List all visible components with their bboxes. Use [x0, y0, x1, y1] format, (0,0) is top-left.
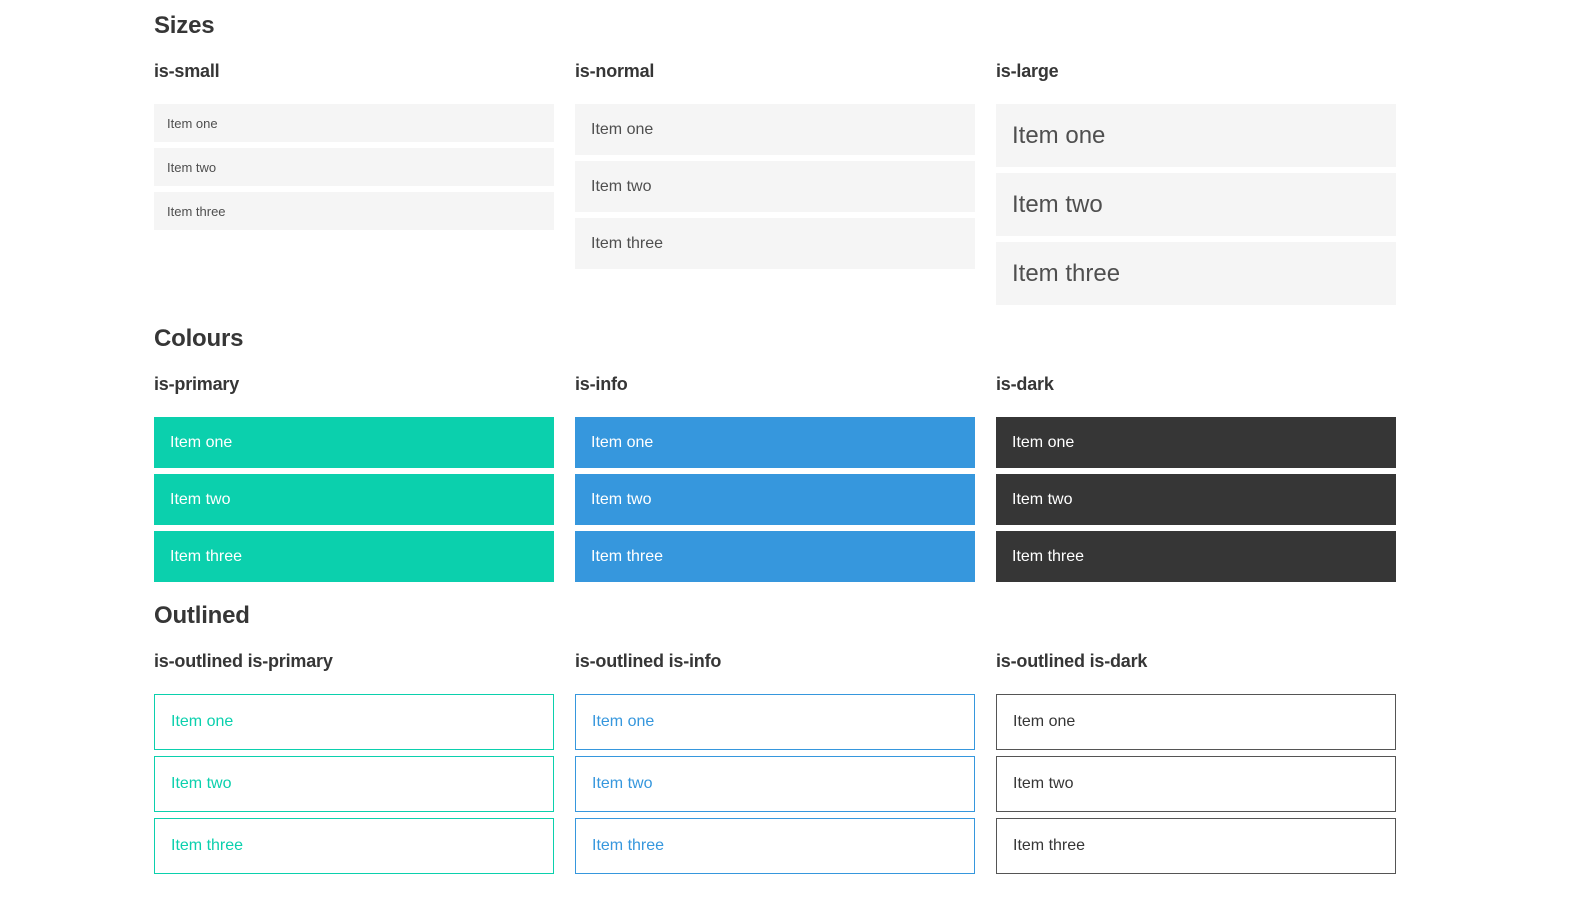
variant-label-is-primary: is-primary	[154, 374, 240, 394]
section-sizes: Sizes is-small Item one Item two Item th…	[154, 14, 1595, 305]
variant-label-is-dark: is-dark	[996, 374, 1054, 394]
variant-group-is-small: is-small Item one Item two Item three	[154, 62, 554, 305]
list-item[interactable]: Item two	[575, 756, 975, 812]
list-item[interactable]: Item three	[575, 218, 975, 269]
variant-label-outlined-info: is-outlined is-info	[575, 651, 722, 671]
variant-label-is-info: is-info	[575, 374, 628, 394]
list-item[interactable]: Item one	[575, 694, 975, 750]
variant-group-outlined-dark: is-outlined is-dark Item one Item two It…	[996, 652, 1396, 874]
sizes-row: is-small Item one Item two Item three is…	[154, 62, 1595, 305]
list-item[interactable]: Item two	[996, 173, 1396, 236]
variant-group-is-normal: is-normal Item one Item two Item three	[575, 62, 975, 305]
section-title-colours: Colours	[154, 325, 244, 352]
demo-list-info: Item one Item two Item three	[575, 417, 975, 582]
variant-group-outlined-primary: is-outlined is-primary Item one Item two…	[154, 652, 554, 874]
list-item[interactable]: Item three	[575, 818, 975, 874]
list-item[interactable]: Item one	[154, 104, 554, 142]
outlined-row: is-outlined is-primary Item one Item two…	[154, 652, 1595, 874]
list-item[interactable]: Item two	[996, 756, 1396, 812]
list-item[interactable]: Item two	[154, 756, 554, 812]
variant-group-outlined-info: is-outlined is-info Item one Item two It…	[575, 652, 975, 874]
variant-group-is-primary: is-primary Item one Item two Item three	[154, 375, 554, 582]
list-item[interactable]: Item two	[996, 474, 1396, 525]
variant-group-is-info: is-info Item one Item two Item three	[575, 375, 975, 582]
list-item[interactable]: Item two	[575, 161, 975, 212]
list-item[interactable]: Item one	[154, 417, 554, 468]
list-item[interactable]: Item three	[996, 818, 1396, 874]
list-item[interactable]: Item two	[154, 148, 554, 186]
demo-list-primary: Item one Item two Item three	[154, 417, 554, 582]
list-item[interactable]: Item one	[996, 694, 1396, 750]
list-item[interactable]: Item two	[575, 474, 975, 525]
list-item[interactable]: Item one	[996, 417, 1396, 468]
list-item[interactable]: Item one	[154, 694, 554, 750]
component-demo-page: Sizes is-small Item one Item two Item th…	[154, 14, 1595, 874]
list-item[interactable]: Item two	[154, 474, 554, 525]
colours-row: is-primary Item one Item two Item three …	[154, 375, 1595, 582]
section-outlined: Outlined is-outlined is-primary Item one…	[154, 604, 1595, 874]
list-item[interactable]: Item one	[575, 417, 975, 468]
list-item[interactable]: Item three	[575, 531, 975, 582]
variant-label-is-large: is-large	[996, 61, 1059, 81]
demo-list-normal: Item one Item two Item three	[575, 104, 975, 269]
variant-label-outlined-dark: is-outlined is-dark	[996, 651, 1148, 671]
demo-list-small: Item one Item two Item three	[154, 104, 554, 230]
demo-list-dark: Item one Item two Item three	[996, 417, 1396, 582]
demo-list-large: Item one Item two Item three	[996, 104, 1396, 305]
variant-label-outlined-primary: is-outlined is-primary	[154, 651, 333, 671]
variant-group-is-dark: is-dark Item one Item two Item three	[996, 375, 1396, 582]
variant-label-is-small: is-small	[154, 61, 220, 81]
list-item[interactable]: Item one	[575, 104, 975, 155]
section-title-outlined: Outlined	[154, 602, 250, 629]
section-title-sizes: Sizes	[154, 12, 215, 39]
variant-label-is-normal: is-normal	[575, 61, 655, 81]
demo-list-outlined-primary: Item one Item two Item three	[154, 694, 554, 874]
list-item[interactable]: Item three	[154, 192, 554, 230]
demo-list-outlined-info: Item one Item two Item three	[575, 694, 975, 874]
list-item[interactable]: Item one	[996, 104, 1396, 167]
section-colours: Colours is-primary Item one Item two Ite…	[154, 327, 1595, 582]
list-item[interactable]: Item three	[154, 818, 554, 874]
list-item[interactable]: Item three	[996, 531, 1396, 582]
demo-list-outlined-dark: Item one Item two Item three	[996, 694, 1396, 874]
list-item[interactable]: Item three	[154, 531, 554, 582]
variant-group-is-large: is-large Item one Item two Item three	[996, 62, 1396, 305]
list-item[interactable]: Item three	[996, 242, 1396, 305]
